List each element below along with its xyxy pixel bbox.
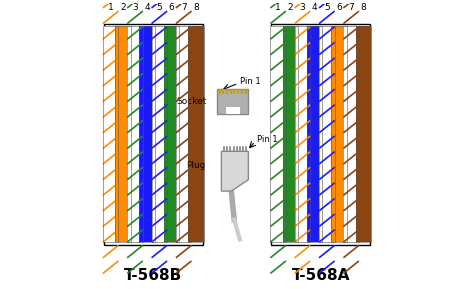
Text: 1: 1 xyxy=(275,3,281,12)
Bar xyxy=(152,26,167,242)
Bar xyxy=(188,26,204,242)
Text: 6: 6 xyxy=(169,3,174,12)
Bar xyxy=(307,26,322,242)
Text: Pin 1: Pin 1 xyxy=(240,77,261,86)
Bar xyxy=(356,26,371,242)
Bar xyxy=(103,26,118,242)
Bar xyxy=(188,26,204,242)
Bar xyxy=(283,26,298,242)
Text: Plug: Plug xyxy=(186,161,206,170)
Bar xyxy=(343,26,359,242)
Bar xyxy=(270,26,286,242)
Bar xyxy=(295,26,310,242)
Bar xyxy=(283,26,298,242)
Bar xyxy=(356,26,371,242)
Text: 8: 8 xyxy=(360,3,366,12)
Text: 7: 7 xyxy=(181,3,187,12)
Text: T-568B: T-568B xyxy=(124,268,182,283)
FancyBboxPatch shape xyxy=(271,24,371,245)
Text: 6: 6 xyxy=(336,3,342,12)
Bar xyxy=(152,26,167,242)
Text: 5: 5 xyxy=(156,3,162,12)
Text: 3: 3 xyxy=(300,3,305,12)
Text: 8: 8 xyxy=(193,3,199,12)
FancyBboxPatch shape xyxy=(103,24,203,245)
Bar xyxy=(115,26,131,242)
Bar xyxy=(319,26,335,242)
Text: 4: 4 xyxy=(312,3,318,12)
Text: Socket: Socket xyxy=(177,97,207,106)
Bar xyxy=(270,26,286,242)
Text: 2: 2 xyxy=(120,3,126,12)
Text: 3: 3 xyxy=(132,3,138,12)
Bar xyxy=(127,26,143,242)
Bar xyxy=(115,26,131,242)
Polygon shape xyxy=(221,151,248,191)
FancyBboxPatch shape xyxy=(226,107,240,114)
Bar xyxy=(103,26,118,242)
Bar xyxy=(295,26,310,242)
Text: 2: 2 xyxy=(288,3,293,12)
Bar xyxy=(176,26,191,242)
Bar xyxy=(164,26,179,242)
FancyBboxPatch shape xyxy=(217,89,248,114)
Text: T-568A: T-568A xyxy=(292,268,350,283)
Bar xyxy=(331,26,347,242)
Bar xyxy=(307,26,322,242)
Text: 1: 1 xyxy=(108,3,114,12)
Bar xyxy=(319,26,335,242)
Bar xyxy=(139,26,155,242)
Bar xyxy=(343,26,359,242)
Text: 7: 7 xyxy=(348,3,354,12)
Bar xyxy=(127,26,143,242)
Text: 5: 5 xyxy=(324,3,330,12)
Bar xyxy=(164,26,179,242)
Bar xyxy=(331,26,347,242)
Bar xyxy=(139,26,155,242)
Text: Pin 1: Pin 1 xyxy=(257,136,277,144)
Text: 4: 4 xyxy=(145,3,150,12)
Bar xyxy=(176,26,191,242)
